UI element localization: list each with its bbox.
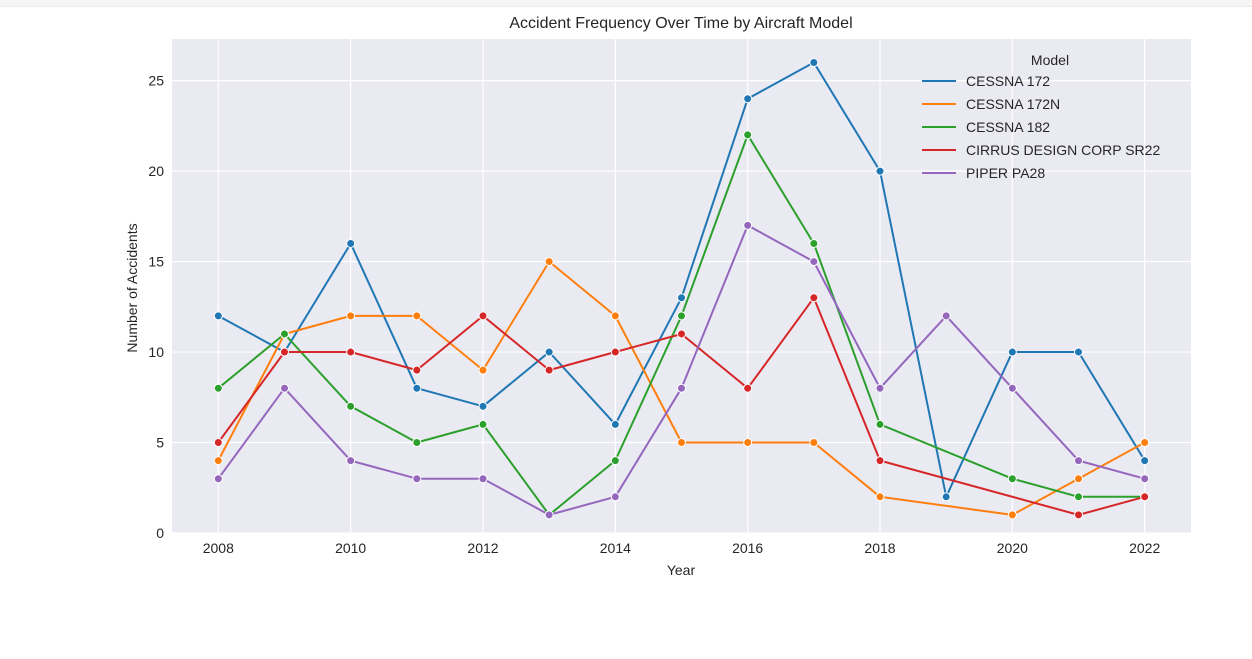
legend-entry: CESSNA 172 [966, 73, 1050, 89]
data-point [809, 58, 819, 68]
data-point [743, 438, 753, 448]
data-point [1074, 474, 1084, 484]
series-markers [213, 58, 1150, 520]
y-tick-label: 10 [148, 344, 164, 360]
data-point [875, 419, 885, 429]
y-tick-label: 5 [156, 435, 164, 451]
data-point [677, 293, 686, 303]
x-axis-ticks: 2008 2010 2012 2014 2016 2018 2020 2022 [203, 540, 1161, 556]
data-point [610, 347, 620, 357]
data-point [677, 311, 686, 321]
y-tick-label: 15 [148, 254, 164, 270]
x-axis-label: Year [667, 562, 696, 578]
data-point [346, 456, 356, 466]
data-point [213, 383, 223, 393]
data-point [875, 492, 885, 502]
data-point [544, 510, 554, 520]
data-point [610, 419, 620, 429]
data-point [1007, 474, 1017, 484]
legend: Model CESSNA 172 CESSNA 172N CESSNA 182 CIR… [922, 52, 1160, 181]
y-tick-label: 25 [148, 73, 164, 89]
data-point [213, 456, 223, 466]
data-point [544, 365, 554, 375]
data-point [1074, 347, 1084, 357]
data-point [478, 311, 488, 321]
y-tick-label: 0 [156, 525, 164, 541]
data-point [1140, 492, 1150, 502]
data-point [1074, 510, 1084, 520]
y-axis-ticks: 0 5 10 15 20 25 [148, 73, 164, 541]
data-point [743, 130, 753, 140]
data-point [1007, 383, 1017, 393]
data-point [610, 311, 620, 321]
data-point [279, 329, 289, 339]
data-point [610, 492, 620, 502]
x-tick-label: 2020 [997, 540, 1028, 556]
legend-entry: CIRRUS DESIGN CORP SR22 [966, 142, 1160, 158]
data-point [941, 311, 951, 321]
data-point [478, 474, 488, 484]
data-point [412, 365, 422, 375]
output-cell-top-border [0, 0, 1252, 7]
data-point [412, 311, 422, 321]
data-point [213, 438, 223, 448]
y-axis-label: Number of Accidents [124, 223, 140, 352]
data-point [610, 456, 620, 466]
data-point [544, 257, 554, 267]
chart-title: Accident Frequency Over Time by Aircraft… [509, 15, 852, 32]
x-tick-label: 2018 [864, 540, 895, 556]
data-point [743, 383, 753, 393]
data-point [875, 166, 885, 176]
series-line [217, 133, 1145, 516]
legend-entry: CESSNA 182 [966, 119, 1050, 135]
data-point [544, 347, 554, 357]
x-tick-label: 2012 [467, 540, 498, 556]
x-tick-label: 2022 [1129, 540, 1160, 556]
data-point [478, 419, 488, 429]
data-point [346, 311, 356, 321]
legend-entry: PIPER PA28 [966, 165, 1045, 181]
series-line [217, 260, 1146, 516]
data-point [412, 474, 422, 484]
data-point [346, 238, 356, 248]
data-point [743, 220, 753, 230]
x-tick-label: 2016 [732, 540, 763, 556]
data-point [677, 329, 686, 339]
data-point [1074, 456, 1084, 466]
data-point [213, 311, 223, 321]
legend-entry: CESSNA 172N [966, 96, 1060, 112]
data-point [213, 474, 223, 484]
y-tick-label: 20 [148, 163, 164, 179]
data-point [809, 238, 819, 248]
data-point [478, 365, 488, 375]
x-tick-label: 2010 [335, 540, 366, 556]
data-point [875, 456, 885, 466]
data-point [412, 438, 422, 448]
data-point [1140, 456, 1150, 466]
x-tick-label: 2008 [203, 540, 234, 556]
data-point [1007, 510, 1017, 520]
data-point [1074, 492, 1084, 502]
data-point [743, 94, 753, 104]
data-point [346, 347, 356, 357]
x-tick-label: 2014 [600, 540, 631, 556]
data-point [346, 401, 356, 411]
data-point [412, 383, 422, 393]
data-point [809, 438, 819, 448]
data-point [677, 383, 686, 393]
data-point [809, 257, 819, 267]
data-point [279, 383, 289, 393]
data-point [1140, 438, 1150, 448]
data-point [941, 492, 951, 502]
data-point [478, 401, 488, 411]
data-point [677, 438, 686, 448]
data-point [1140, 474, 1150, 484]
data-point [279, 347, 289, 357]
legend-title: Model [1031, 52, 1069, 68]
data-point [875, 383, 885, 393]
data-point [1007, 347, 1017, 357]
data-point [809, 293, 819, 303]
